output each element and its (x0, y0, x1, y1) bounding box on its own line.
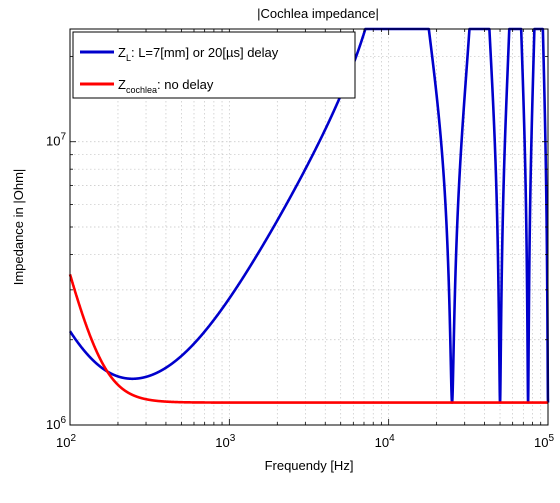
legend-label-delay-sub: L (126, 53, 131, 63)
y-axis-label: Impedance in |Ohm| (11, 169, 26, 286)
x-tick-base: 10 (375, 435, 389, 450)
x-tick-exp: 3 (230, 433, 236, 444)
y-tick-label: 106 (46, 415, 66, 432)
x-tick-exp: 4 (389, 433, 395, 444)
legend-label-nodelay-rest: : no delay (157, 77, 214, 92)
x-tick-label: 104 (375, 433, 395, 450)
legend-box (72, 31, 356, 99)
y-tick-exp: 6 (60, 415, 66, 426)
chart-title: |Cochlea impedance| (257, 6, 379, 21)
x-axis-label: Frequendy [Hz] (265, 458, 354, 473)
y-tick-base: 10 (46, 134, 60, 149)
x-tick-label: 102 (56, 433, 76, 450)
series-delay-line (68, 27, 550, 404)
legend-label-nodelay-main: Z (118, 77, 126, 92)
x-tick-base: 10 (534, 435, 548, 450)
y-tick-base: 10 (46, 417, 60, 432)
x-tick-label: 103 (215, 433, 235, 450)
x-tick-label: 105 (534, 433, 554, 450)
legend-label-nodelay-sub: cochlea (126, 85, 157, 95)
x-tick-base: 10 (56, 435, 70, 450)
x-tick-exp: 5 (548, 433, 554, 444)
legend-label-delay-main: Z (118, 45, 126, 60)
x-tick-labels: 102 103 104 105 (56, 433, 554, 450)
legend: ZL: L=7[mm] or 20[µs] delay Zcochlea: no… (72, 31, 356, 99)
x-tick-base: 10 (215, 435, 229, 450)
series-lines (68, 27, 550, 404)
series-nodelay-line (68, 273, 550, 404)
legend-label-delay-rest: : L=7[mm] or 20[µs] delay (131, 45, 279, 60)
y-tick-label: 107 (46, 132, 66, 149)
x-tick-exp: 2 (70, 433, 76, 444)
y-tick-exp: 7 (60, 132, 66, 143)
legend-label-nodelay: Zcochlea: no delay (118, 77, 214, 95)
legend-label-delay: ZL: L=7[mm] or 20[µs] delay (118, 45, 279, 63)
